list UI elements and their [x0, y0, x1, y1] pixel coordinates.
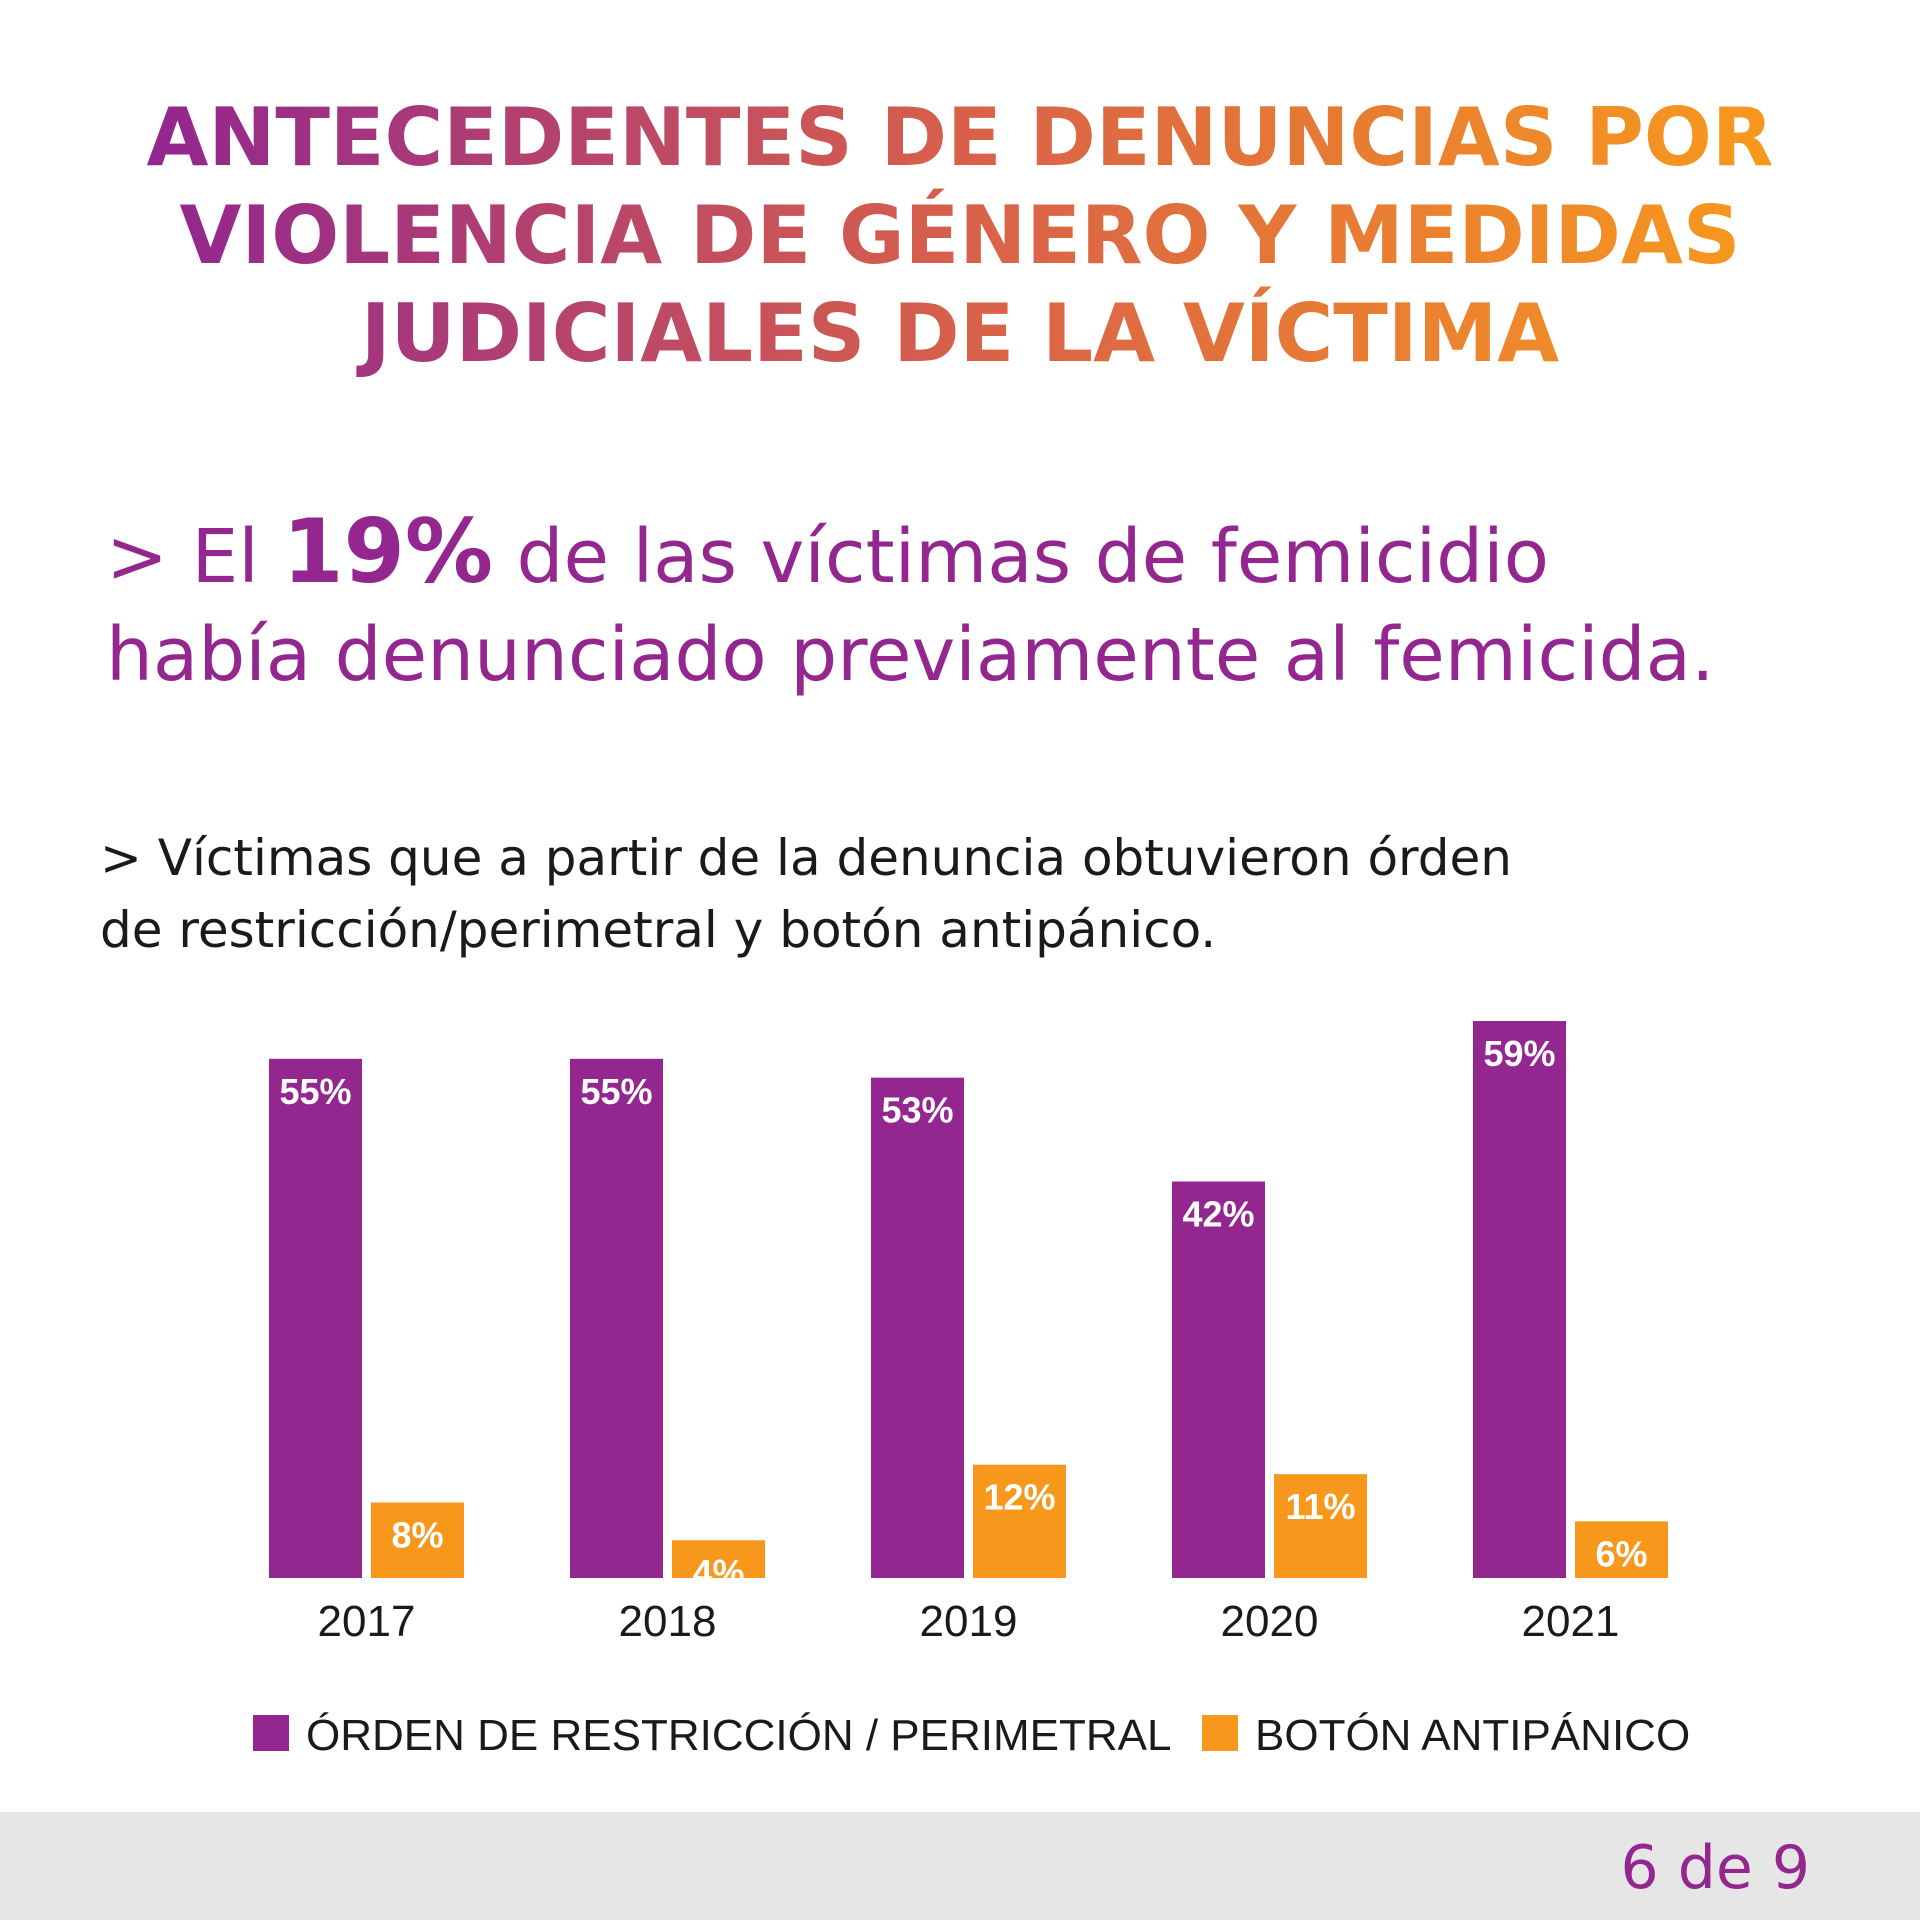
- chart-title: > Víctimas que a partir de la denuncia o…: [100, 829, 1512, 887]
- bar: [672, 1540, 765, 1578]
- value-label: 8%: [391, 1514, 443, 1555]
- legend-swatch: [253, 1715, 289, 1751]
- title-line: ANTECEDENTES DE DENUNCIAS POR: [146, 91, 1773, 184]
- highlight-prefix: > El: [106, 514, 259, 600]
- value-label: 12%: [983, 1477, 1055, 1518]
- bar: [871, 1077, 964, 1578]
- page-number: 6 de 9: [1621, 1833, 1811, 1903]
- highlight-line: había denunciado previamente al femicida…: [106, 612, 1715, 698]
- title-line: VIOLENCIA DE GÉNERO Y MEDIDAS: [180, 188, 1741, 282]
- highlight-text: de las víctimas de femicidio: [517, 514, 1549, 600]
- value-label: 55%: [279, 1071, 351, 1112]
- bar: [1274, 1474, 1367, 1578]
- value-label: 6%: [1595, 1533, 1647, 1574]
- title-line: JUDICIALES DE LA VÍCTIMA: [356, 286, 1559, 380]
- value-label: 11%: [1285, 1486, 1355, 1527]
- value-label: 42%: [1182, 1194, 1254, 1235]
- bar: [973, 1464, 1066, 1578]
- bar: [371, 1502, 464, 1578]
- x-tick-label: 2020: [1221, 1597, 1319, 1646]
- bar: [269, 1058, 362, 1578]
- legend-label: ÓRDEN DE RESTRICCIÓN / PERIMETRAL: [306, 1711, 1171, 1760]
- value-label: 59%: [1483, 1033, 1555, 1074]
- x-tick-label: 2017: [318, 1597, 416, 1646]
- highlight-number: 19%: [282, 500, 493, 603]
- bar: [570, 1058, 663, 1578]
- value-label: 53%: [881, 1090, 953, 1131]
- x-tick-label: 2018: [619, 1597, 717, 1646]
- x-tick-label: 2021: [1522, 1597, 1620, 1646]
- bar: [1575, 1521, 1668, 1578]
- chart-title: de restricción/perimetral y botón antipá…: [100, 901, 1216, 959]
- bar: [1172, 1181, 1265, 1578]
- highlight-line: > El 19% de las víctimas de femicidio: [106, 500, 1549, 603]
- value-label: 4%: [692, 1552, 744, 1593]
- legend-swatch: [1202, 1715, 1238, 1751]
- value-label: 55%: [580, 1071, 652, 1112]
- legend-label: BOTÓN ANTIPÁNICO: [1255, 1711, 1690, 1760]
- x-tick-label: 2019: [920, 1597, 1018, 1646]
- footer-band: [0, 1812, 1920, 1920]
- bar: [1473, 1021, 1566, 1578]
